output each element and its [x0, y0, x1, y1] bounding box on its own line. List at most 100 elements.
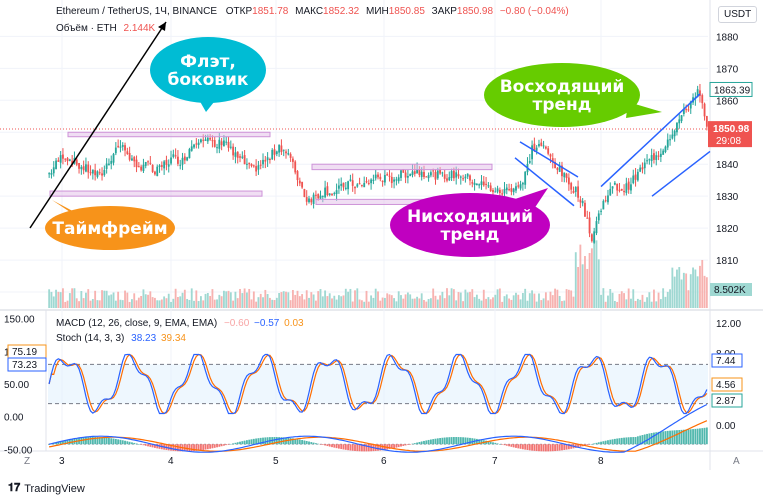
volume-bar — [639, 299, 642, 308]
volume-bar — [478, 298, 481, 308]
volume-bar — [239, 288, 241, 308]
candle-body — [381, 180, 384, 183]
macd-hist-bar — [390, 444, 393, 449]
currency-button[interactable]: USDT — [718, 6, 758, 23]
volume-bar — [255, 301, 258, 308]
a-button[interactable]: A — [733, 456, 740, 467]
candle-body — [618, 189, 621, 191]
candle-body — [57, 160, 60, 162]
candle-body — [377, 174, 379, 178]
candle-body — [436, 170, 439, 179]
macd-hist-bar — [521, 444, 524, 450]
volume-bar — [163, 296, 166, 308]
macd-hist-bar — [549, 444, 552, 452]
tradingview-logo[interactable]: 𝟏𝟕 TradingView — [8, 482, 85, 495]
macd-hist-bar — [223, 444, 225, 446]
macd-hist-bar — [657, 431, 660, 445]
macd-legend: MACD (12, 26, close, 9, EMA, EMA) −0.60 … — [56, 318, 304, 329]
macd-hist-bar — [703, 427, 706, 445]
stoch-legend: Stoch (14, 3, 3) 38.23 39.34 — [56, 333, 186, 344]
volume-bar — [650, 301, 653, 308]
timeframe-bubble: Таймфрейм — [45, 200, 175, 250]
y-tick-label: 1860 — [716, 96, 739, 107]
legend-header: Ethereum / TetherUS, 1Ч, BINANCE ОТКР185… — [56, 6, 569, 17]
macd-hist-bar — [66, 439, 69, 445]
macd-hist-bar — [655, 432, 658, 445]
volume-bar — [409, 294, 412, 308]
candle-body — [331, 194, 333, 196]
volume-bar — [538, 293, 540, 308]
macd-hist-bar — [365, 444, 368, 452]
symbol-title[interactable]: Ethereum / TetherUS, 1Ч, BINANCE — [56, 6, 217, 17]
macd-hist-bar — [186, 444, 189, 452]
macd-hist-bar — [356, 444, 359, 452]
candle-body — [653, 153, 655, 160]
candle-body — [703, 103, 706, 117]
candle-body — [147, 161, 149, 163]
macd-hist-bar — [301, 440, 304, 445]
macd-hist-bar — [229, 443, 232, 445]
candle-body — [639, 167, 642, 172]
volume-bar — [411, 298, 414, 308]
volume-bar — [310, 292, 313, 308]
macd-label[interactable]: MACD (12, 26, close, 9, EMA, EMA) — [56, 318, 218, 329]
macd-hist-bar — [85, 437, 87, 445]
volume-bar — [358, 299, 361, 308]
macd-hist-bar — [96, 437, 99, 445]
candle-body — [558, 166, 561, 172]
volume-bar — [558, 295, 561, 308]
right-value-label: 0.00 — [716, 421, 736, 432]
right-value-label: 2.87 — [716, 396, 736, 407]
macd-hist-bar — [616, 438, 619, 445]
macd-hist-bar — [653, 432, 655, 445]
candle-body — [593, 231, 596, 243]
stoch-label[interactable]: Stoch (14, 3, 3) — [56, 333, 125, 344]
macd-hist-bar — [487, 441, 490, 445]
candle-body — [296, 171, 299, 181]
stoch-y-label: 50.00 — [4, 380, 29, 391]
bubble-body — [150, 37, 266, 103]
candle-body — [650, 155, 653, 162]
macd-hist-bar — [379, 444, 382, 451]
candle-body — [291, 158, 294, 162]
candle-body — [282, 149, 285, 151]
candle-body — [183, 156, 186, 161]
macd-hist-bar — [400, 444, 402, 447]
candle-body — [103, 169, 106, 176]
macd-hist-bar — [510, 444, 513, 447]
candle-body — [195, 143, 198, 145]
indicator-pane — [48, 353, 708, 453]
candle-body — [409, 174, 412, 177]
candle-body — [450, 171, 453, 178]
candle-body — [590, 234, 593, 242]
candle-body — [680, 115, 683, 121]
candle-body — [395, 179, 398, 181]
macd-hist-bar — [388, 444, 391, 450]
macd-hist-bar — [326, 444, 329, 447]
macd-hist-bar — [678, 430, 681, 445]
macd-hist-bar — [209, 444, 212, 449]
y-tick-label: 1820 — [716, 224, 739, 235]
macd-hist-bar — [220, 444, 223, 447]
macd-hist-bar — [310, 442, 313, 445]
candle-body — [448, 177, 451, 181]
axes: 1800181018201830184018501860187018803456… — [4, 32, 753, 467]
volume-bar — [586, 268, 589, 308]
z-button[interactable]: Z — [24, 456, 30, 467]
right-value-label: 4.56 — [716, 380, 736, 391]
volume-bar — [669, 289, 671, 308]
macd-hist-bar — [563, 444, 566, 450]
candle-body — [250, 164, 253, 166]
volume-bar — [443, 298, 446, 308]
candle-body — [581, 200, 584, 204]
volume-bar — [94, 290, 97, 308]
candle-body — [119, 146, 122, 148]
candle-body — [613, 182, 616, 185]
x-tick-label: 8 — [598, 456, 604, 467]
macd-hist-bar — [294, 438, 297, 445]
candle-body — [379, 176, 382, 180]
macd-hist-bar — [331, 444, 333, 448]
macd-hist-bar — [584, 444, 586, 446]
candle-body — [48, 173, 51, 175]
